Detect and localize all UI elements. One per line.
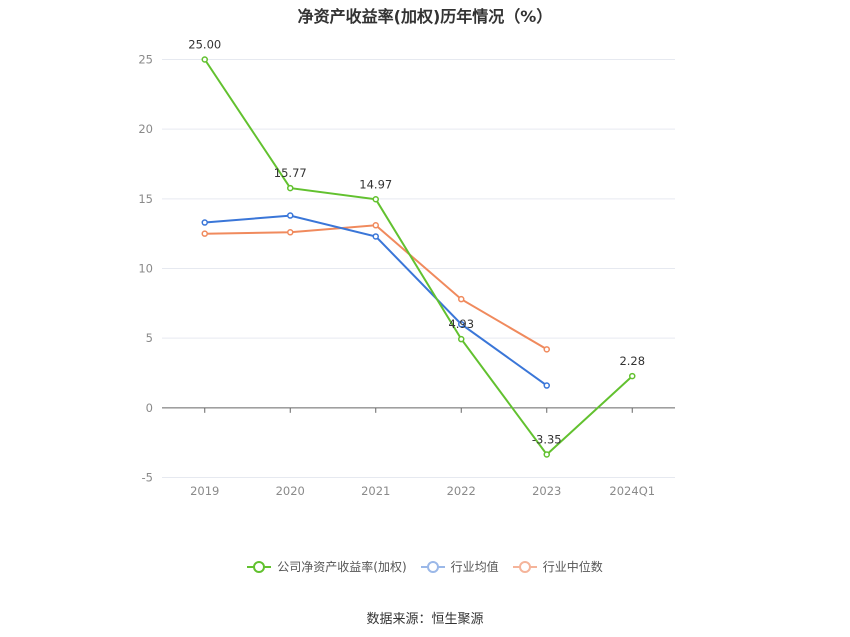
- chart-title: 净资产收益率(加权)历年情况（%）: [297, 7, 553, 26]
- data-point-0: [458, 335, 465, 343]
- legend-label-industry-average: 行业均值: [450, 560, 499, 574]
- legend: 公司净资产收益率(加权) 行业均值 行业中位数: [0, 558, 850, 575]
- x-tick-label: 2020: [276, 484, 305, 498]
- x-tick-label: 2021: [361, 484, 390, 498]
- legend-marker-industry-median: [512, 560, 537, 574]
- y-tick-label: 5: [146, 331, 153, 345]
- data-point-2: [201, 230, 208, 237]
- data-point-2: [458, 295, 465, 303]
- y-tick-label: 10: [138, 262, 153, 276]
- data-label: 14.97: [359, 177, 392, 191]
- y-tick-label: 25: [138, 53, 153, 67]
- y-tick-label: 20: [138, 122, 153, 136]
- legend-item-industry-median[interactable]: 行业中位数: [512, 558, 603, 575]
- y-tick-label: -5: [142, 471, 153, 485]
- x-tick-label: 2019: [190, 484, 219, 498]
- data-point-1: [543, 382, 550, 389]
- series-line-0: [203, 58, 633, 456]
- data-point-0: [543, 451, 550, 458]
- data-point-2: [372, 222, 379, 229]
- data-label: -3.35: [532, 433, 562, 447]
- x-tick-label: 2024Q1: [609, 484, 655, 498]
- x-tick-label: 2023: [532, 484, 561, 498]
- y-tick-label: 0: [146, 401, 153, 415]
- legend-item-company[interactable]: 公司净资产收益率(加权): [247, 558, 407, 575]
- data-point-1: [287, 212, 294, 219]
- series-line-2: [204, 224, 548, 351]
- data-point-0: [201, 56, 208, 63]
- data-label: 25.00: [188, 38, 221, 52]
- x-tick-label: 2022: [447, 484, 476, 498]
- data-label: 2.28: [619, 354, 645, 368]
- data-label: 4.93: [448, 317, 474, 331]
- legend-item-industry-average[interactable]: 行业均值: [420, 558, 499, 575]
- legend-label-company: 公司净资产收益率(加权): [277, 560, 407, 574]
- series-line-1: [204, 214, 548, 387]
- legend-marker-industry-average: [420, 560, 445, 574]
- data-label: 15.77: [274, 166, 307, 180]
- y-tick-label: 15: [138, 192, 153, 206]
- data-point-0: [629, 372, 636, 380]
- data-point-0: [372, 196, 379, 203]
- legend-label-industry-median: 行业中位数: [542, 560, 603, 574]
- data-point-0: [287, 184, 294, 192]
- data-point-2: [543, 346, 550, 353]
- data-point-1: [372, 233, 379, 240]
- data-source: 数据来源：恒生聚源: [366, 612, 484, 627]
- legend-marker-company: [247, 560, 272, 574]
- data-point-1: [201, 219, 208, 226]
- data-point-1: [458, 320, 465, 328]
- data-point-2: [287, 229, 294, 236]
